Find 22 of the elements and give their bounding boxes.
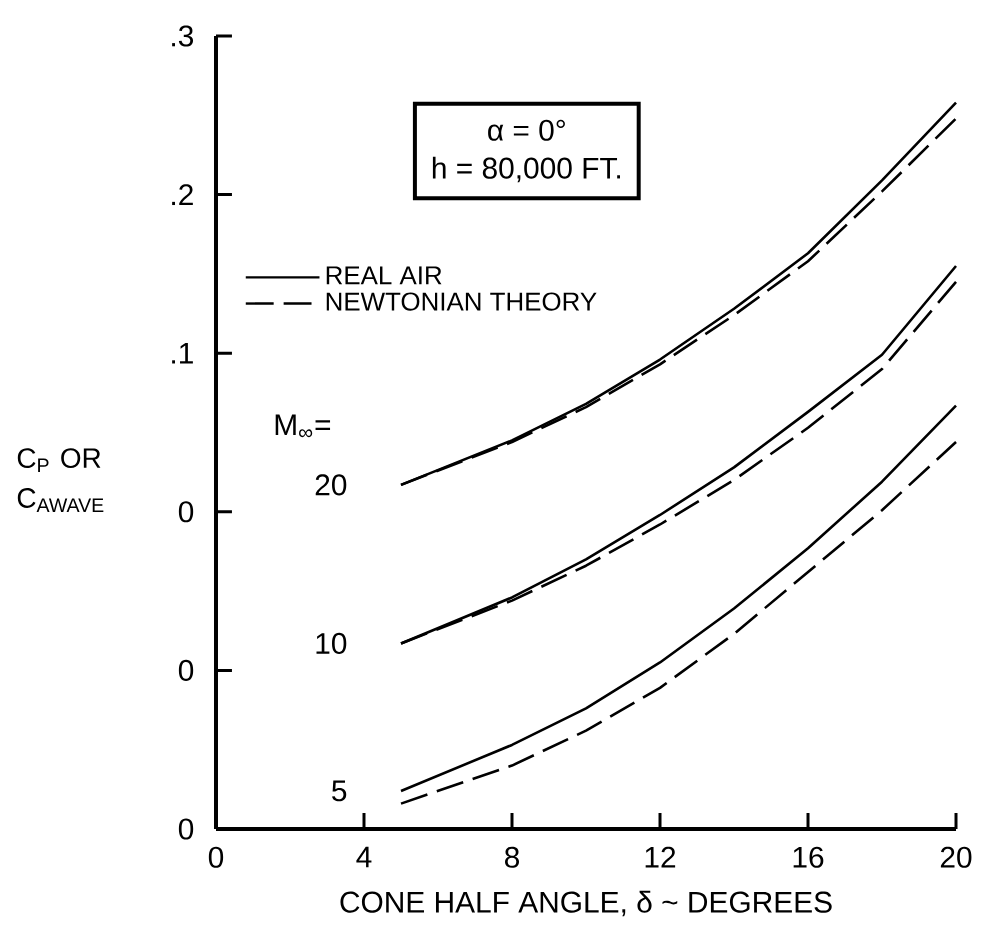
annotation: M$_{∞}$= (275, 414, 331, 438)
y-tick-label: .1 (172, 342, 193, 364)
y-tick-label: 0 (178, 659, 194, 681)
x-tick-label: 0 (208, 846, 224, 868)
annotation: 10 (316, 632, 347, 655)
annotation: 5 (332, 780, 347, 802)
annotation: α = 0° (488, 119, 565, 141)
y-tick-label: 0 (178, 818, 194, 840)
y-axis-title: C$_{P}$ OR C$_{AWAVE}$ (17, 448, 104, 512)
y-tick-label: .2 (172, 184, 193, 206)
x-tick-label: 20 (940, 846, 972, 868)
x-axis-title: CONE HALF ANGLE, δ ~ DEGREES (340, 890, 832, 917)
y-tick-label: 0 (178, 501, 194, 523)
annotation: 20 (315, 474, 347, 496)
legend-label: NEWTONIAN THEORY (326, 292, 597, 311)
x-tick-label: 4 (356, 846, 372, 868)
y-tick-label: .3 (172, 25, 194, 47)
x-tick-label: 12 (645, 846, 676, 868)
x-tick-label: 16 (793, 846, 824, 868)
x-tick-label: 8 (505, 846, 519, 868)
annotation: h = 80,000 FT. (432, 156, 621, 183)
legend-label: REAL AIR (326, 266, 442, 285)
